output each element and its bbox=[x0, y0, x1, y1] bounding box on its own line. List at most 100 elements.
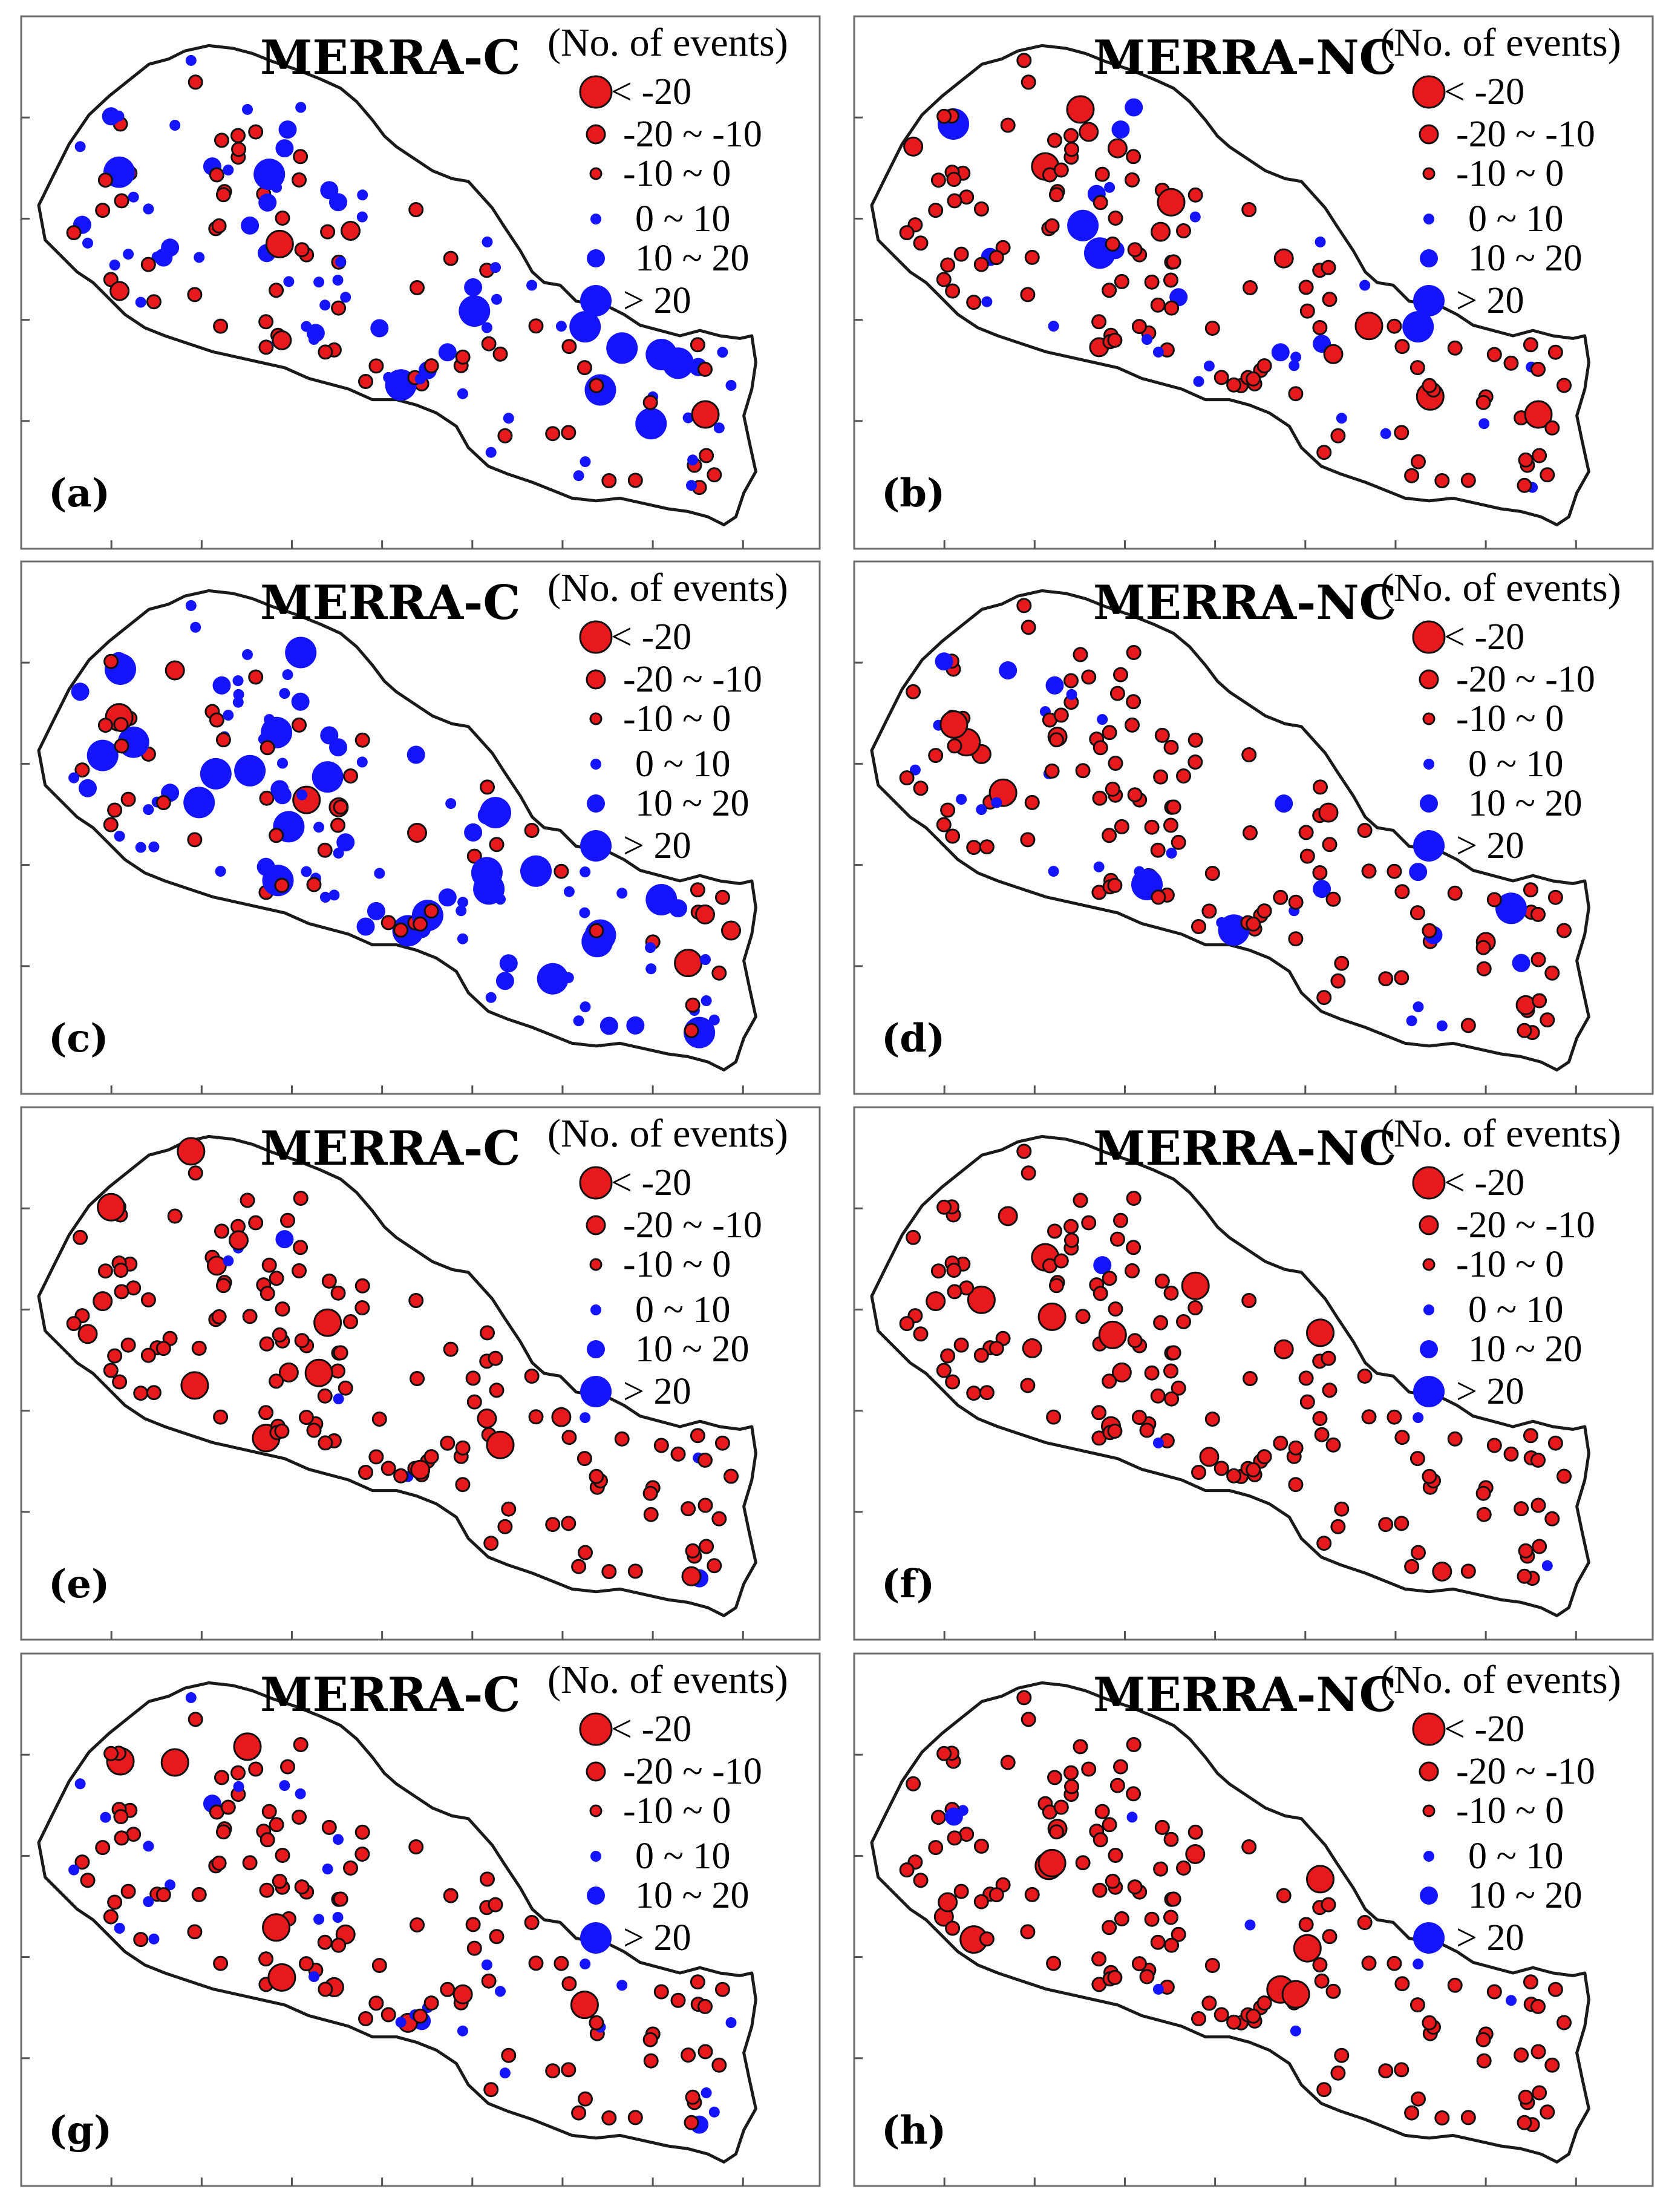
station-marker-positive bbox=[708, 2106, 720, 2118]
station-marker-negative bbox=[979, 1931, 995, 1947]
station-marker-negative bbox=[966, 840, 982, 856]
station-marker-negative bbox=[1201, 1995, 1217, 2011]
station-marker-negative bbox=[945, 1920, 961, 1936]
station-marker-negative bbox=[1214, 2007, 1229, 2023]
station-marker-negative bbox=[466, 848, 482, 864]
station-marker-negative bbox=[947, 1284, 962, 1300]
station-marker-negative bbox=[578, 1545, 593, 1560]
station-marker-positive bbox=[1244, 1919, 1256, 1931]
station-marker-negative bbox=[97, 718, 113, 733]
legend-label: -20 ~ -10 bbox=[623, 1751, 762, 1792]
station-marker-negative bbox=[486, 1430, 515, 1459]
station-marker-negative bbox=[1053, 707, 1069, 723]
station-marker-positive bbox=[1152, 1983, 1164, 1995]
station-marker-negative bbox=[211, 1309, 227, 1324]
station-marker-negative bbox=[248, 1761, 264, 1777]
station-marker-negative bbox=[1144, 1365, 1160, 1381]
station-marker-negative bbox=[1322, 837, 1338, 852]
station-marker-positive bbox=[283, 276, 295, 287]
station-marker-negative bbox=[318, 344, 333, 360]
station-marker-negative bbox=[1073, 1193, 1088, 1208]
station-marker-negative bbox=[1131, 1956, 1147, 1972]
station-marker-negative bbox=[1357, 823, 1373, 838]
station-marker-negative bbox=[1288, 1477, 1304, 1493]
station-marker-negative bbox=[926, 1291, 946, 1312]
station-marker-positive bbox=[271, 182, 283, 193]
station-marker-positive bbox=[295, 1788, 306, 1799]
station-marker-negative bbox=[1246, 1462, 1261, 1477]
station-marker-negative bbox=[953, 1337, 969, 1353]
station-marker-negative bbox=[1053, 162, 1069, 178]
station-marker-negative bbox=[1241, 202, 1257, 217]
station-marker-negative bbox=[1387, 1409, 1402, 1425]
station-marker-negative bbox=[1322, 292, 1338, 307]
station-marker-negative bbox=[1523, 1974, 1538, 1990]
station-marker-negative bbox=[1047, 1223, 1062, 1239]
station-marker-negative bbox=[191, 1340, 207, 1356]
station-marker-negative bbox=[684, 2115, 699, 2130]
station-marker-negative bbox=[1191, 1465, 1206, 1480]
legend-label: -10 ~ 0 bbox=[623, 698, 731, 739]
station-marker-negative bbox=[1517, 2115, 1532, 2130]
station-marker-negative bbox=[293, 149, 309, 165]
station-marker-negative bbox=[1166, 1345, 1181, 1361]
station-marker-positive bbox=[143, 804, 154, 816]
station-marker-negative bbox=[466, 1394, 482, 1410]
station-marker-negative bbox=[945, 1374, 961, 1390]
station-marker-positive bbox=[464, 823, 483, 842]
station-marker-positive bbox=[1413, 1001, 1424, 1013]
station-marker-positive bbox=[258, 193, 277, 212]
station-marker-negative bbox=[940, 802, 956, 818]
station-marker-negative bbox=[1126, 1737, 1142, 1752]
station-marker-negative bbox=[1288, 894, 1304, 910]
station-marker-positive bbox=[1216, 917, 1227, 928]
legend-label: -20 ~ -10 bbox=[1456, 114, 1595, 155]
station-marker-positive bbox=[357, 189, 368, 201]
station-marker-negative bbox=[947, 1830, 962, 1846]
station-marker-negative bbox=[1126, 694, 1142, 710]
station-marker-negative bbox=[681, 2047, 696, 2063]
station-marker-negative bbox=[465, 1370, 481, 1386]
station-marker-negative bbox=[1523, 882, 1538, 898]
legend-swatch bbox=[1412, 1712, 1446, 1746]
station-marker-negative bbox=[551, 1407, 572, 1427]
station-marker-positive bbox=[278, 120, 297, 139]
station-marker-negative bbox=[209, 167, 224, 183]
station-marker-negative bbox=[1226, 1468, 1242, 1484]
station-marker-positive bbox=[490, 262, 501, 273]
station-marker-negative bbox=[714, 1981, 730, 1997]
station-marker-negative bbox=[1053, 1799, 1069, 1815]
legend-swatch bbox=[1413, 285, 1445, 316]
station-marker-negative bbox=[1094, 1804, 1110, 1819]
station-marker-negative bbox=[899, 1316, 915, 1332]
station-marker-negative bbox=[695, 904, 715, 924]
station-marker-positive bbox=[1313, 880, 1331, 898]
station-marker-negative bbox=[1131, 319, 1147, 335]
station-marker-negative bbox=[936, 817, 952, 833]
station-marker-negative bbox=[524, 1369, 540, 1384]
legend-label: 0 ~ 10 bbox=[635, 1289, 731, 1330]
station-marker-negative bbox=[1518, 452, 1534, 468]
station-marker-negative bbox=[988, 1887, 1004, 1903]
legend-swatch bbox=[587, 249, 605, 267]
station-marker-negative bbox=[1316, 445, 1332, 460]
legend-label: -20 ~ -10 bbox=[623, 114, 762, 155]
station-marker-negative bbox=[97, 172, 113, 188]
station-marker-negative bbox=[242, 1855, 258, 1871]
station-marker-negative bbox=[1166, 1891, 1181, 1907]
station-marker-negative bbox=[1544, 420, 1560, 436]
station-marker-positive bbox=[241, 216, 260, 235]
station-marker-negative bbox=[440, 1981, 456, 1997]
station-marker-positive bbox=[1093, 861, 1105, 872]
legend-swatch bbox=[589, 167, 603, 180]
station-marker-positive bbox=[457, 388, 468, 399]
station-marker-negative bbox=[93, 1291, 113, 1312]
station-marker-positive bbox=[223, 710, 234, 721]
station-marker-negative bbox=[269, 283, 284, 298]
station-marker-positive bbox=[909, 764, 921, 776]
station-marker-negative bbox=[381, 915, 396, 931]
panel-label: (c) bbox=[48, 1016, 109, 1061]
station-marker-negative bbox=[653, 1438, 669, 1453]
station-marker-negative bbox=[275, 1848, 290, 1863]
legend-label: < -20 bbox=[1444, 617, 1524, 658]
